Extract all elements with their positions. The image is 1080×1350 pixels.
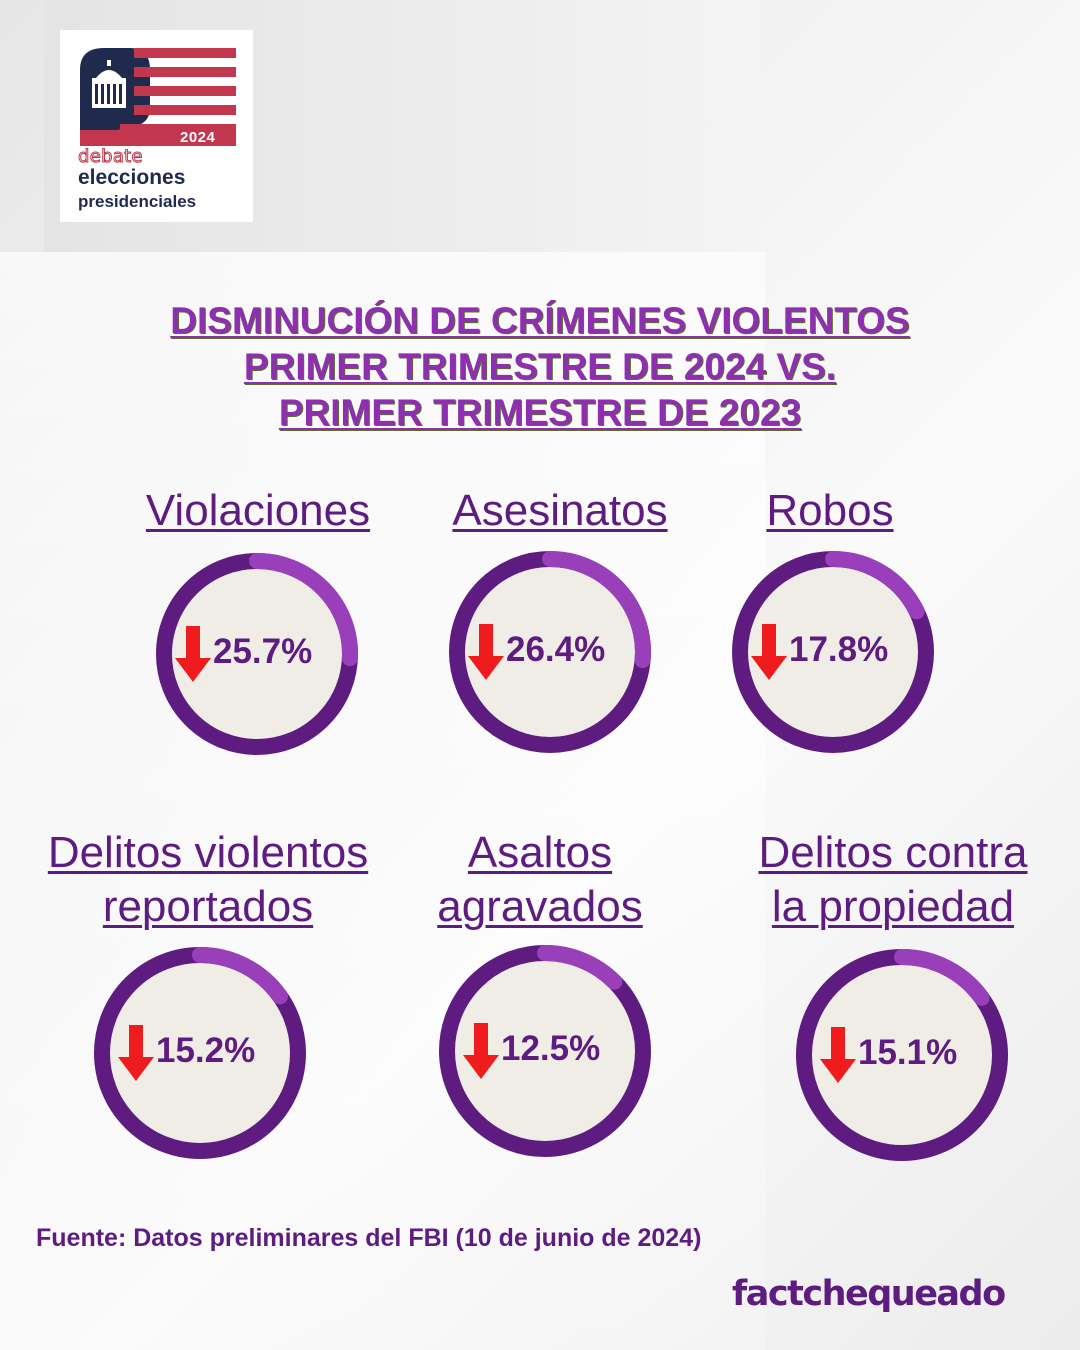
donut-graphic: [449, 551, 651, 753]
debate-logo-graphic: [80, 48, 236, 146]
chart-title-line-3: PRIMER TRIMESTRE DE 2023: [278, 392, 802, 433]
value-label: 17.8%: [789, 630, 889, 669]
logo-text-presidenciales: presidenciales: [78, 192, 197, 211]
category-label-line: Asaltos: [467, 828, 613, 877]
donut-inner: [172, 569, 342, 739]
donut-graphic: [439, 945, 651, 1157]
donut-violaciones: 25.7%: [145, 542, 369, 766]
value-label: 26.4%: [506, 630, 606, 669]
value-label: 15.1%: [858, 1033, 958, 1072]
donut-delitos-contra-la-propiedad: 15.1%: [785, 938, 1019, 1172]
debate-logo: 2024 debate elecciones presidenciales: [60, 30, 253, 222]
source-note: Fuente: Datos preliminares del FBI (10 d…: [36, 1224, 702, 1252]
category-label-asesinatos: Asesinatos: [330, 484, 790, 538]
category-label-line: reportados: [102, 882, 314, 931]
donut-asaltos-agravados: 12.5%: [428, 934, 662, 1168]
value-label: 15.2%: [156, 1031, 256, 1070]
donut-delitos-violentos-reportados: 15.2%: [83, 936, 317, 1170]
category-label-line: Delitos contra: [758, 828, 1028, 877]
donut-value-arc: [249, 553, 358, 667]
logo-year: 2024: [180, 129, 216, 146]
donut-graphic: [732, 551, 934, 753]
down-arrow-icon: [175, 626, 211, 682]
donut-graphic: [796, 949, 1008, 1161]
donut-asesinatos: 26.4%: [438, 540, 662, 764]
donut-value-arc: [192, 947, 289, 1005]
donut-graphic: [94, 947, 306, 1159]
value-label: 12.5%: [501, 1029, 601, 1068]
donut-value-arc: [537, 945, 623, 990]
donut-inner: [110, 963, 290, 1143]
donut-graphic: [156, 553, 358, 755]
category-label-line: la propiedad: [771, 882, 1015, 931]
donut-value-arc: [542, 551, 651, 669]
category-label-line: Delitos violentos: [47, 828, 369, 877]
donut-inner: [748, 567, 918, 737]
category-label-line: Asesinatos: [452, 486, 668, 535]
donut-value-arc: [894, 949, 990, 1006]
donut-value-arc: [825, 551, 925, 620]
down-arrow-icon: [468, 624, 504, 680]
value-label: 25.7%: [213, 632, 313, 671]
down-arrow-icon: [820, 1027, 856, 1083]
donut-inner: [455, 961, 635, 1141]
down-arrow-icon: [463, 1023, 499, 1079]
chart-title-line-1: DISMINUCIÓN DE CRÍMENES VIOLENTOS: [170, 300, 910, 341]
chart-title: DISMINUCIÓN DE CRÍMENES VIOLENTOS PRIMER…: [40, 298, 1040, 436]
down-arrow-icon: [118, 1025, 154, 1081]
content-background: [0, 252, 765, 1350]
logo-text-debate: debate: [78, 146, 144, 168]
category-label-line: agravados: [437, 882, 643, 931]
donut-inner: [812, 965, 992, 1145]
category-label-robos: Robos: [600, 484, 1060, 538]
category-label-line: Robos: [766, 486, 894, 535]
category-label-line: Violaciones: [145, 486, 371, 535]
category-label-violaciones: Violaciones: [28, 484, 488, 538]
down-arrow-icon: [751, 624, 787, 680]
donut-inner: [465, 567, 635, 737]
chart-title-line-2: PRIMER TRIMESTRE DE 2024 VS.: [243, 346, 837, 387]
category-label-asaltos-agravados: Asaltos agravados: [310, 826, 770, 934]
donut-robos: 17.8%: [721, 540, 945, 764]
category-label-delitos-violentos-reportados: Delitos violentos reportados: [0, 826, 438, 934]
category-label-delitos-contra-la-propiedad: Delitos contra la propiedad: [663, 826, 1080, 934]
brand-logo-text: factchequeado: [732, 1274, 1006, 1314]
logo-text-elecciones: elecciones: [78, 166, 186, 189]
